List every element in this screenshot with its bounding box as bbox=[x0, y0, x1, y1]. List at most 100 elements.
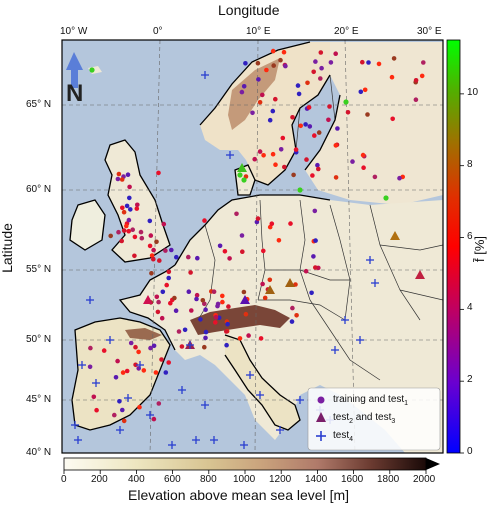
station-training-test1-point bbox=[305, 80, 310, 86]
station-training-test1-point bbox=[120, 407, 125, 413]
station-training-test1-point bbox=[250, 110, 255, 116]
station-test4-point bbox=[356, 336, 364, 344]
station-training-test1-point bbox=[350, 159, 355, 164]
station-training-test1-point bbox=[147, 243, 153, 249]
station-training-test1-point bbox=[413, 78, 419, 83]
station-test4-point bbox=[186, 341, 194, 349]
station-training-test1-point bbox=[117, 399, 122, 404]
station-training-test1-point bbox=[335, 126, 340, 131]
station-test2-test3-point bbox=[143, 295, 153, 304]
station-training-test1-point bbox=[220, 293, 225, 299]
station-training-test1-point bbox=[413, 97, 419, 102]
border-line bbox=[329, 74, 336, 121]
station-training-test1-point bbox=[318, 50, 324, 55]
legend-label-text: training and test bbox=[333, 394, 405, 405]
station-training-test1-point bbox=[91, 394, 97, 400]
f-colorbar-tick-label: 2 bbox=[467, 374, 473, 385]
lon-tick: 0° bbox=[153, 26, 163, 37]
station-training-test1-point bbox=[283, 63, 288, 69]
station-training-test1-point bbox=[119, 238, 124, 244]
station-training-test1-point bbox=[124, 368, 130, 374]
border-line bbox=[258, 299, 346, 321]
station-training-test1-point bbox=[203, 335, 208, 341]
f-colorbar-tick-label: 4 bbox=[467, 302, 473, 313]
coastline bbox=[118, 264, 176, 351]
station-training-test1-point bbox=[240, 249, 245, 254]
station-test4-point bbox=[78, 361, 86, 369]
station-training-test1-point bbox=[361, 165, 366, 170]
station-training-test1-point bbox=[273, 96, 278, 102]
station-training-test1-point bbox=[290, 305, 295, 311]
grid-lon-0 bbox=[149, 39, 161, 454]
station-training-test1-point bbox=[315, 162, 320, 168]
station-training-test1-point bbox=[148, 233, 154, 238]
station-training-test1-point bbox=[243, 61, 248, 66]
coastline bbox=[71, 317, 171, 431]
training-test1-stations bbox=[87, 48, 426, 424]
station-training-test1-point bbox=[303, 122, 308, 127]
station-training-test1-point bbox=[318, 76, 323, 81]
station-training-test1-point bbox=[151, 247, 156, 253]
station-training-test1-point bbox=[326, 117, 331, 123]
f-colorbar-tick-label: 6 bbox=[467, 231, 473, 242]
station-training-test1-point bbox=[293, 282, 298, 287]
station-training-test1-point bbox=[130, 227, 135, 232]
lat-tick: 55° N bbox=[26, 264, 52, 275]
station-training-test1-point bbox=[211, 289, 217, 295]
station-training-test1-point bbox=[365, 112, 370, 117]
station-training-test1-point bbox=[224, 342, 229, 348]
station-training-test1-point bbox=[255, 60, 261, 66]
station-training-test1-point bbox=[148, 345, 153, 351]
station-training-test1-point bbox=[257, 100, 263, 105]
station-training-test1-point bbox=[134, 206, 140, 211]
station-training-test1-point bbox=[121, 209, 127, 215]
station-training-test1-point bbox=[360, 152, 366, 158]
coastlines bbox=[69, 41, 341, 431]
lon-tick: 10° W bbox=[60, 26, 88, 37]
f-colorbar-tick-label: 10 bbox=[467, 87, 479, 98]
legend-label-sub: 2 bbox=[349, 418, 354, 425]
station-training-test1-point bbox=[215, 301, 221, 307]
station-training-test1-point bbox=[291, 172, 296, 178]
station-training-test1-point bbox=[303, 268, 309, 274]
station-training-test1-point bbox=[186, 289, 192, 295]
alps-mountains bbox=[190, 305, 290, 335]
ireland-land bbox=[70, 200, 105, 250]
station-training-test1-point bbox=[243, 311, 249, 317]
station-training-test1-point bbox=[133, 344, 138, 350]
station-test4-point bbox=[136, 361, 144, 369]
station-training-test1-point bbox=[166, 269, 172, 275]
station-training-test1-point bbox=[276, 238, 282, 243]
f-colorbar-title: f̄ [%] bbox=[472, 235, 487, 262]
station-training-test1-point bbox=[137, 404, 142, 410]
station-training-test1-point bbox=[269, 221, 275, 226]
station-training-test1-point bbox=[112, 412, 117, 418]
lon-tick: 10° E bbox=[246, 26, 271, 37]
station-test4-point bbox=[71, 421, 79, 429]
station-training-test1-point bbox=[271, 63, 277, 68]
elevation-colorbar-ticks bbox=[63, 470, 427, 474]
italy-land bbox=[225, 335, 300, 430]
station-training-test1-point bbox=[159, 357, 164, 362]
station-training-test1-point bbox=[88, 345, 93, 351]
station-training-test1-point bbox=[298, 123, 304, 129]
station-test4-point bbox=[116, 426, 124, 434]
station-training-test1-point bbox=[390, 116, 396, 122]
country-borders bbox=[197, 74, 444, 381]
station-training-test1-point bbox=[213, 314, 219, 320]
station-training-test1-point bbox=[264, 67, 269, 73]
x-axis-title: Longitude bbox=[218, 2, 280, 18]
station-training-test1-point bbox=[270, 108, 276, 114]
lat-tick: 40° N bbox=[26, 447, 52, 458]
coastline bbox=[224, 334, 301, 431]
grid-lon-20e bbox=[344, 39, 356, 454]
station-training-test1-point bbox=[149, 253, 155, 258]
station-training-test1-point bbox=[156, 401, 162, 406]
station-training-test1-point bbox=[182, 327, 188, 333]
station-training-test1-point bbox=[89, 67, 95, 73]
station-training-test1-point bbox=[113, 375, 119, 380]
station-test4-point bbox=[246, 371, 254, 379]
y-axis-title: Latitude bbox=[0, 223, 15, 273]
station-training-test1-point bbox=[278, 147, 284, 152]
